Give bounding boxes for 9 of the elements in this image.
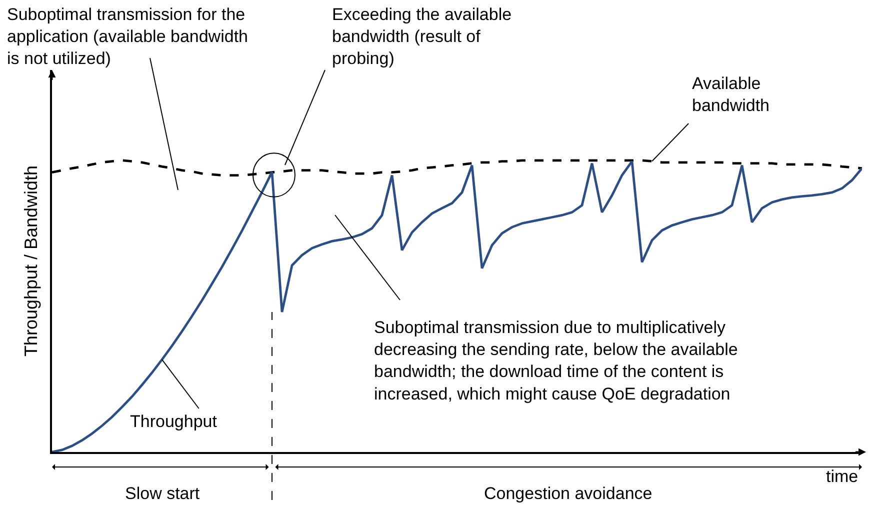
series-label: Throughput — [130, 412, 218, 431]
text: Exceeding the available bandwidth (result of probing) — [332, 5, 512, 68]
y-axis-title: Throughput / Bandwidth — [20, 165, 41, 357]
annotation: Suboptimal transmission due to multiplicatively decreasing the sending rate, below the available bandwidth; the download time of the content is increased, which might cause QoE degradation — [374, 318, 738, 404]
text: Available bandwidth — [692, 74, 770, 116]
text: Congestion avoidance — [484, 484, 652, 503]
x-axis-title: time — [826, 467, 858, 486]
text: Slow start — [125, 484, 200, 503]
text: Suboptimal transmission for the application (available bandwidth is not utilized) — [7, 5, 248, 68]
